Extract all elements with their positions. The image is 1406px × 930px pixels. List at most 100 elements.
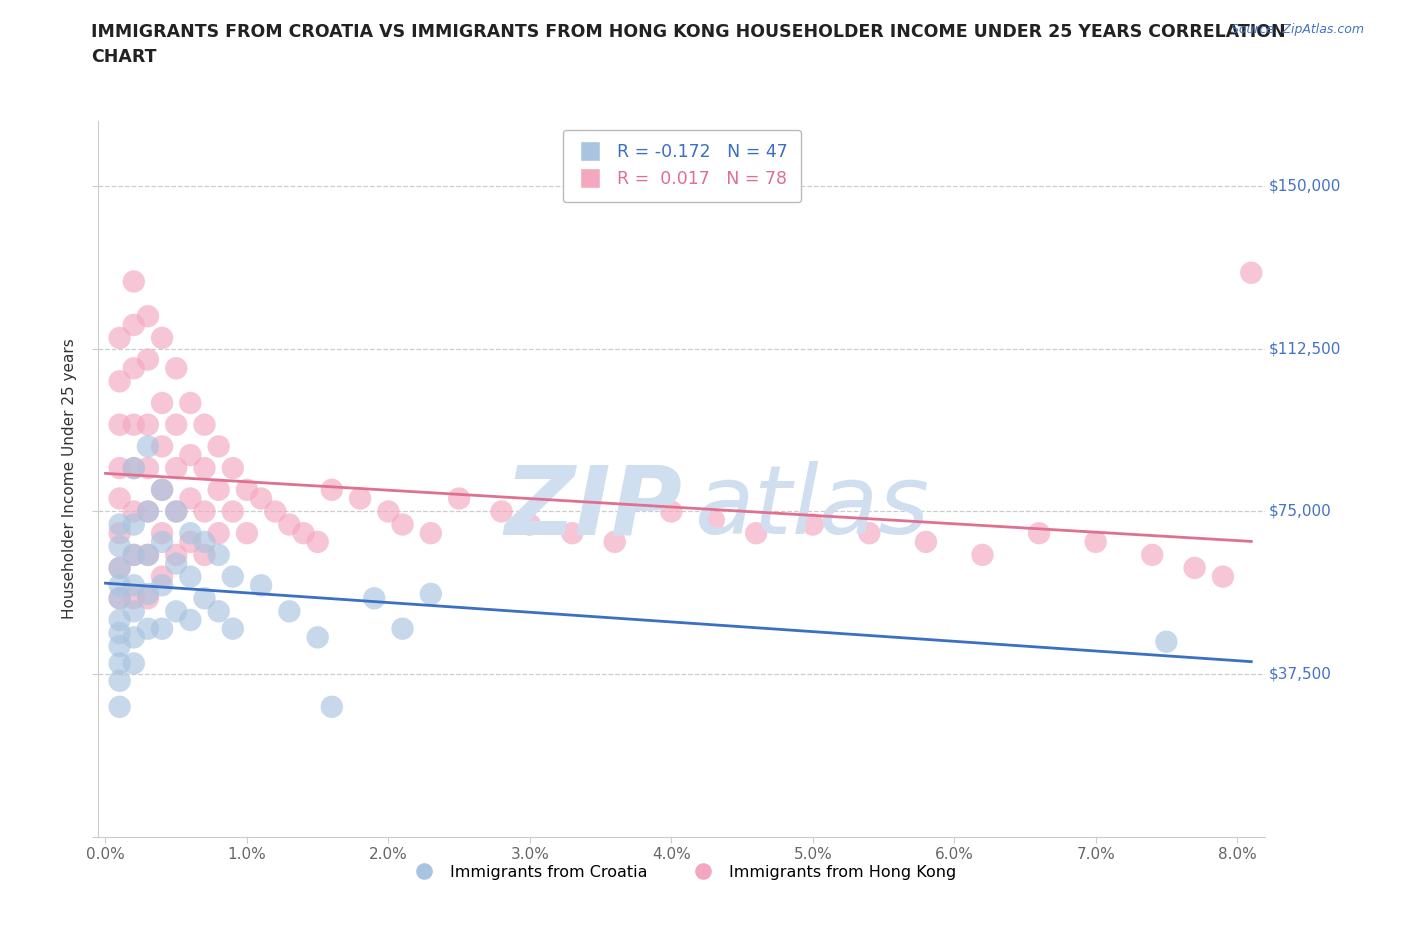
Point xyxy=(179,447,201,462)
Point xyxy=(193,548,215,563)
Point xyxy=(193,535,215,550)
Point xyxy=(108,374,131,389)
Point xyxy=(136,504,159,519)
Point xyxy=(122,578,145,592)
Point xyxy=(150,483,173,498)
Point xyxy=(108,538,131,553)
Point xyxy=(150,621,173,636)
Point xyxy=(122,504,145,519)
Point xyxy=(363,591,385,605)
Point xyxy=(122,517,145,532)
Text: $37,500: $37,500 xyxy=(1268,667,1331,682)
Point xyxy=(150,535,173,550)
Point xyxy=(208,483,231,498)
Point xyxy=(150,525,173,540)
Point xyxy=(165,504,187,519)
Point xyxy=(222,504,245,519)
Point xyxy=(108,491,131,506)
Point xyxy=(703,512,725,527)
Point xyxy=(208,604,231,618)
Point xyxy=(122,274,145,289)
Point xyxy=(108,626,131,641)
Point xyxy=(349,491,371,506)
Y-axis label: Householder Income Under 25 years: Householder Income Under 25 years xyxy=(62,339,77,619)
Point xyxy=(1028,525,1050,540)
Point xyxy=(108,561,131,576)
Point xyxy=(165,361,187,376)
Point xyxy=(222,460,245,475)
Point xyxy=(136,439,159,454)
Point xyxy=(1184,561,1206,576)
Point xyxy=(561,525,583,540)
Point xyxy=(165,548,187,563)
Point xyxy=(1240,265,1263,280)
Point xyxy=(136,548,159,563)
Point xyxy=(108,330,131,345)
Point xyxy=(659,504,682,519)
Point xyxy=(108,639,131,654)
Point xyxy=(150,483,173,498)
Point xyxy=(108,591,131,605)
Point xyxy=(165,504,187,519)
Point xyxy=(264,504,287,519)
Legend: Immigrants from Croatia, Immigrants from Hong Kong: Immigrants from Croatia, Immigrants from… xyxy=(402,858,962,886)
Text: atlas: atlas xyxy=(693,461,928,554)
Point xyxy=(208,439,231,454)
Point xyxy=(122,604,145,618)
Point xyxy=(108,613,131,628)
Text: CHART: CHART xyxy=(91,48,157,66)
Point xyxy=(1142,548,1164,563)
Point xyxy=(193,460,215,475)
Point xyxy=(208,525,231,540)
Point xyxy=(122,630,145,644)
Point xyxy=(108,561,131,576)
Point xyxy=(491,504,513,519)
Text: $75,000: $75,000 xyxy=(1268,504,1331,519)
Point xyxy=(108,578,131,592)
Point xyxy=(122,548,145,563)
Point xyxy=(122,548,145,563)
Text: $112,500: $112,500 xyxy=(1268,341,1341,356)
Point xyxy=(236,483,259,498)
Point xyxy=(136,548,159,563)
Point xyxy=(136,309,159,324)
Point xyxy=(222,621,245,636)
Text: IMMIGRANTS FROM CROATIA VS IMMIGRANTS FROM HONG KONG HOUSEHOLDER INCOME UNDER 25: IMMIGRANTS FROM CROATIA VS IMMIGRANTS FR… xyxy=(91,23,1286,41)
Point xyxy=(419,525,441,540)
Point xyxy=(108,656,131,671)
Point xyxy=(292,525,315,540)
Point xyxy=(858,525,880,540)
Point xyxy=(122,460,145,475)
Point xyxy=(179,395,201,410)
Point xyxy=(108,525,131,540)
Point xyxy=(108,418,131,432)
Point xyxy=(165,556,187,571)
Point xyxy=(136,352,159,367)
Point xyxy=(122,591,145,605)
Point xyxy=(165,604,187,618)
Point xyxy=(150,578,173,592)
Point xyxy=(1156,634,1178,649)
Point xyxy=(391,621,413,636)
Point xyxy=(150,330,173,345)
Point xyxy=(179,535,201,550)
Point xyxy=(136,587,159,602)
Point xyxy=(165,460,187,475)
Point xyxy=(108,673,131,688)
Point xyxy=(179,491,201,506)
Point xyxy=(108,591,131,605)
Point xyxy=(377,504,399,519)
Point xyxy=(122,418,145,432)
Point xyxy=(193,591,215,605)
Point xyxy=(745,525,768,540)
Point xyxy=(136,504,159,519)
Point xyxy=(1212,569,1234,584)
Point xyxy=(165,418,187,432)
Point xyxy=(972,548,994,563)
Point xyxy=(208,548,231,563)
Point xyxy=(222,569,245,584)
Point xyxy=(179,525,201,540)
Point xyxy=(193,504,215,519)
Point xyxy=(519,517,541,532)
Point xyxy=(391,517,413,532)
